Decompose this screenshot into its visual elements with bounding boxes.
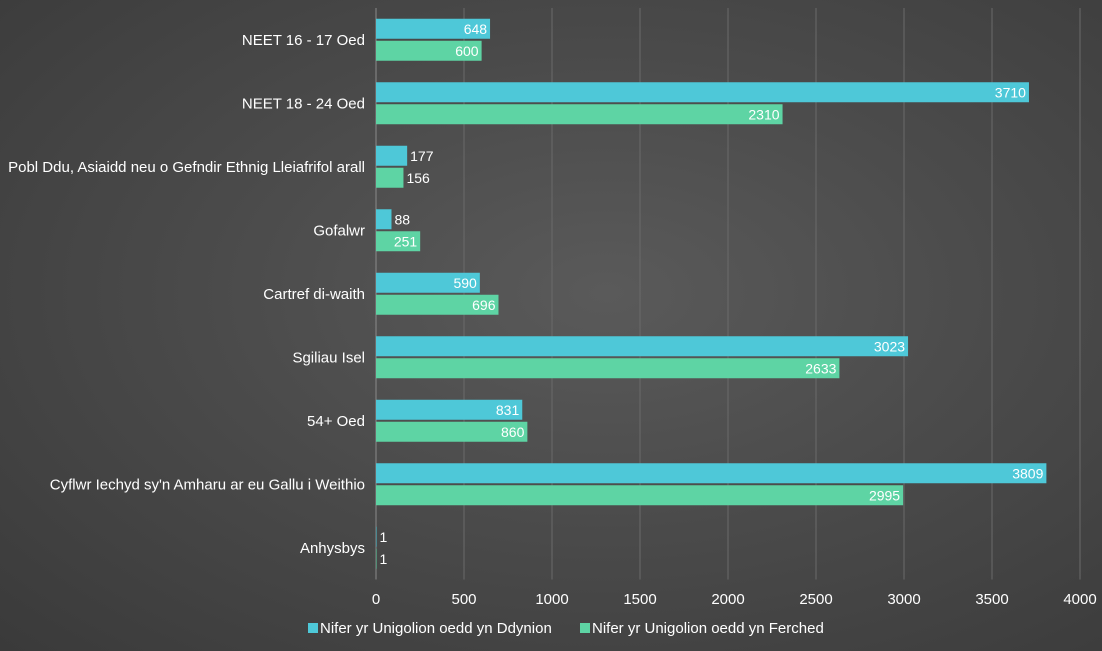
category-label: Cartref di-waith (263, 286, 365, 303)
bar-ddynion-8 (376, 526, 377, 547)
bar-ferched-4 (376, 294, 499, 315)
category-label: NEET 18 - 24 Oed (242, 95, 365, 112)
data-label: 88 (394, 211, 410, 227)
x-tick-label: 2000 (711, 591, 744, 608)
category-label: Anhysbys (300, 540, 365, 557)
data-label: 831 (496, 402, 520, 418)
x-tick-label: 3500 (975, 591, 1008, 608)
x-tick-label: 1500 (623, 591, 656, 608)
category-label: Cyflwr Iechyd sy'n Amharu ar eu Gallu i … (50, 476, 365, 493)
bar-ferched-5 (376, 358, 840, 379)
gridlines (375, 8, 1081, 580)
data-label: 2633 (805, 360, 836, 376)
data-label: 2310 (748, 106, 779, 122)
category-label: Gofalwr (313, 222, 365, 239)
data-label: 1 (380, 529, 388, 545)
bar-ddynion-6 (376, 399, 523, 420)
data-label: 648 (464, 21, 488, 37)
bar-ddynion-5 (376, 336, 909, 357)
data-label: 3710 (995, 84, 1026, 100)
legend: Nifer yr Unigolion oedd yn Ddynion Nifer … (308, 620, 824, 637)
data-label: 177 (410, 148, 434, 164)
category-label: NEET 16 - 17 Oed (242, 32, 365, 49)
bar-ferched-1 (376, 104, 783, 125)
legend-swatch-1 (580, 623, 590, 633)
data-label: 696 (472, 297, 496, 313)
bar-ferched-6 (376, 421, 528, 442)
x-tick-label: 0 (372, 591, 380, 608)
legend-swatch-0 (308, 623, 318, 633)
data-label: 1 (380, 551, 388, 567)
data-label: 600 (455, 43, 479, 59)
x-tick-label: 3000 (887, 591, 920, 608)
bar-ddynion-4 (376, 272, 480, 293)
bar-ddynion-7 (376, 463, 1047, 484)
data-label: 3023 (874, 338, 905, 354)
data-label: 3809 (1012, 465, 1043, 481)
bar-ddynion-2 (376, 145, 408, 166)
bar-ddynion-0 (376, 18, 491, 39)
category-labels: NEET 16 - 17 Oed NEET 18 - 24 Oed Pobl Ddu… (8, 32, 365, 557)
x-tick-label: 2500 (799, 591, 832, 608)
data-label: 251 (394, 233, 418, 249)
x-tick-label: 1000 (535, 591, 568, 608)
bar-ferched-3 (376, 231, 421, 252)
data-label: 156 (406, 170, 430, 186)
x-tick-label: 500 (451, 591, 476, 608)
bars: 648 600 3710 2310 177 156 88 251 590 696 3023 2633 8… (376, 18, 1047, 569)
legend-label: Nifer yr Unigolion oedd yn Ferched (592, 620, 824, 637)
data-label: 2995 (869, 487, 900, 503)
category-label: 54+ Oed (307, 413, 365, 430)
bar-ddynion-1 (376, 82, 1029, 103)
bar-ferched-8 (376, 548, 377, 569)
category-label: Pobl Ddu, Asiaidd neu o Gefndir Ethnig L… (8, 159, 365, 176)
category-label: Sgiliau Isel (292, 349, 365, 366)
bar-ferched-2 (376, 167, 404, 188)
data-label: 860 (501, 424, 525, 440)
x-axis-ticks: 0 500 1000 1500 2000 2500 3000 3500 4000 (372, 591, 1097, 608)
bar-ferched-7 (376, 485, 904, 506)
legend-label: Nifer yr Unigolion oedd yn Ddynion (320, 620, 552, 637)
x-tick-label: 4000 (1063, 591, 1096, 608)
data-label: 590 (453, 275, 477, 291)
bar-ferched-0 (376, 40, 482, 61)
bar-ddynion-3 (376, 209, 392, 230)
